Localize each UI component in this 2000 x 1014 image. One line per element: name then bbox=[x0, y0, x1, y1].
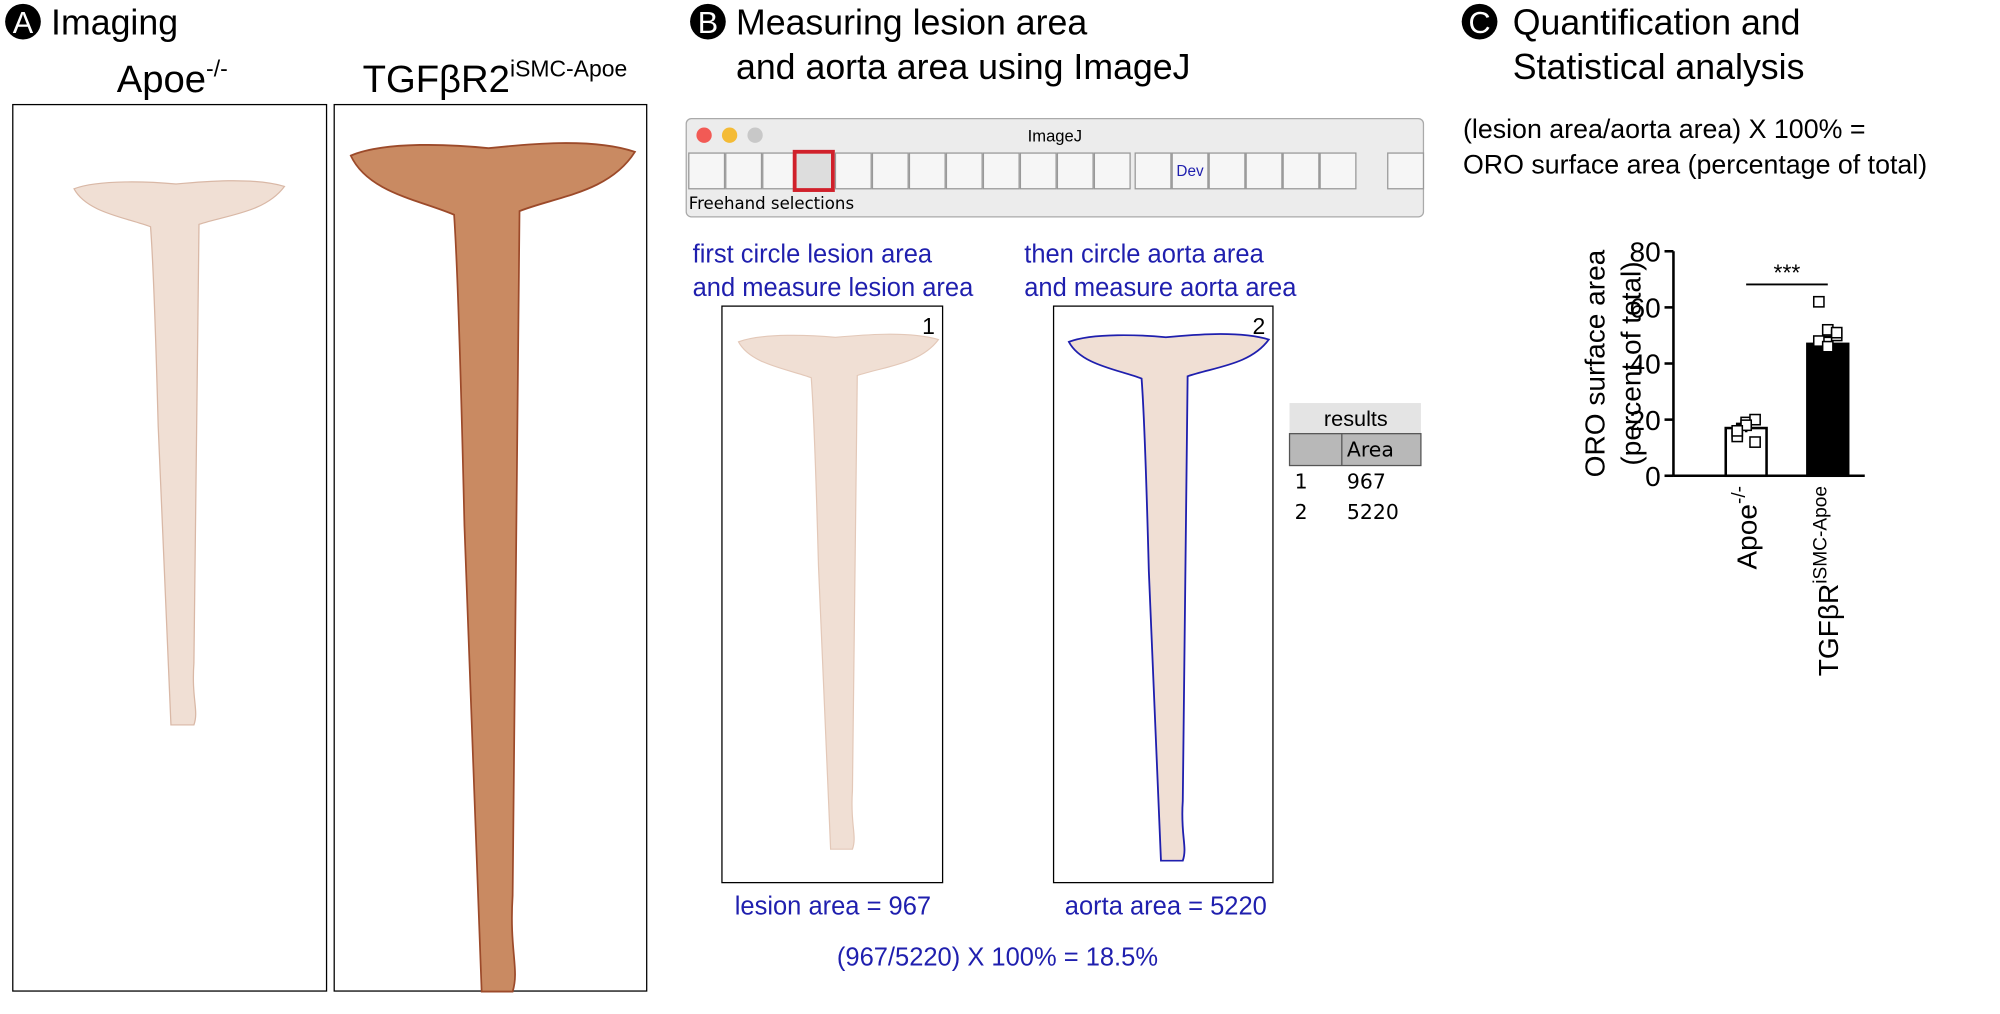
panel-badge bbox=[690, 3, 726, 40]
caption: then circle aorta area bbox=[1024, 241, 1264, 269]
window-close[interactable] bbox=[696, 127, 712, 143]
result-text: aorta area = 5220 bbox=[1065, 893, 1267, 921]
panel-title: Quantification and bbox=[1513, 2, 1801, 42]
tool-button[interactable] bbox=[1387, 152, 1425, 190]
group-sup: iSMC-Apoe bbox=[510, 56, 627, 82]
panel-label: A bbox=[13, 6, 34, 40]
tool-button[interactable] bbox=[688, 152, 726, 190]
group-name: TGFβR2 bbox=[363, 58, 510, 101]
y-tick-label: 20 bbox=[1629, 405, 1660, 436]
x-tick-label: TGFβRiSMC-Apoe bbox=[1811, 486, 1844, 676]
panel-b: B Measuring lesion area and aorta area u… bbox=[685, 2, 1425, 972]
panel-badge bbox=[1461, 3, 1498, 40]
data-point bbox=[1830, 326, 1843, 339]
tool-label: Dev bbox=[1176, 163, 1204, 180]
group-label: TGFβR2iSMC-Apoe bbox=[363, 56, 628, 101]
y-tick-label: 40 bbox=[1629, 349, 1660, 380]
x-tick-label: Apoe-/- bbox=[1729, 486, 1762, 570]
results-cell: 2 bbox=[1295, 500, 1308, 524]
y-tick-label: 80 bbox=[1629, 236, 1660, 267]
bar bbox=[1806, 342, 1850, 478]
results-cell: 1 bbox=[1295, 470, 1308, 494]
panel-label: B bbox=[698, 6, 718, 40]
tool-button-selected[interactable] bbox=[792, 149, 835, 192]
results-cell: 5220 bbox=[1347, 500, 1399, 524]
category-name: TGFβR bbox=[1813, 584, 1844, 676]
group-label: Apoe-/- bbox=[117, 56, 228, 101]
panel-title: Statistical analysis bbox=[1513, 47, 1805, 87]
tool-button[interactable] bbox=[725, 152, 763, 190]
tool-button[interactable] bbox=[982, 152, 1020, 190]
image-number: 1 bbox=[922, 313, 935, 339]
group-name: Apoe bbox=[117, 58, 206, 101]
tool-button[interactable] bbox=[871, 152, 909, 190]
panel-c: C Quantification and Statistical analysi… bbox=[1461, 2, 1927, 676]
tool-button[interactable] bbox=[1056, 152, 1094, 190]
y-axis-label: ORO surface area bbox=[1580, 249, 1611, 477]
results-title-bar bbox=[1289, 403, 1421, 434]
results-title: results bbox=[1324, 406, 1388, 431]
y-tick-label: 60 bbox=[1629, 293, 1660, 324]
formula-text: ORO surface area (percentage of total) bbox=[1463, 149, 1927, 179]
tool-button[interactable] bbox=[1319, 152, 1357, 190]
results-header bbox=[1288, 433, 1422, 467]
results-header-text: Area bbox=[1347, 438, 1394, 462]
data-point bbox=[1812, 295, 1825, 308]
data-point bbox=[1821, 340, 1834, 353]
window-minimize[interactable] bbox=[721, 127, 738, 143]
category-name: Apoe bbox=[1731, 504, 1762, 570]
tool-button[interactable] bbox=[1019, 152, 1057, 190]
panel-badge bbox=[5, 3, 41, 40]
tool-button[interactable] bbox=[908, 152, 946, 190]
category-sup: -/- bbox=[1729, 486, 1750, 504]
caption: and measure lesion area bbox=[693, 274, 974, 302]
formula-text: (lesion area/aorta area) X 100% = bbox=[1463, 114, 1865, 144]
y-axis-label: (percent of total) bbox=[1615, 261, 1646, 465]
window-zoom[interactable] bbox=[747, 127, 763, 143]
caption: first circle lesion area bbox=[693, 241, 933, 269]
tool-button[interactable] bbox=[834, 152, 872, 190]
window-title: ImageJ bbox=[1028, 127, 1082, 146]
y-tick-label: 0 bbox=[1645, 461, 1661, 492]
formula-text: (967/5220) X 100% = 18.5% bbox=[837, 944, 1158, 972]
data-point bbox=[1749, 436, 1761, 448]
panel-title: Measuring lesion area bbox=[736, 2, 1087, 42]
tool-button[interactable] bbox=[945, 152, 983, 190]
tool-button[interactable] bbox=[1245, 152, 1283, 190]
results-cell: 967 bbox=[1347, 470, 1386, 494]
tool-button[interactable] bbox=[1171, 152, 1209, 190]
panel-a: A Imaging Apoe-/- TGFβR2iSMC-Apoe bbox=[5, 2, 648, 993]
tool-button[interactable] bbox=[762, 152, 800, 190]
panel-title: Imaging bbox=[51, 2, 178, 42]
toolbar bbox=[688, 149, 1425, 192]
panel-title: and aorta area using ImageJ bbox=[736, 47, 1191, 87]
category-sup: iSMC-Apoe bbox=[1811, 486, 1832, 584]
caption: and measure aorta area bbox=[1024, 274, 1297, 302]
tool-button[interactable] bbox=[1208, 152, 1246, 190]
status-text: Freehand selections bbox=[689, 194, 854, 213]
image-number: 2 bbox=[1253, 313, 1266, 339]
result-text: lesion area = 967 bbox=[735, 893, 931, 921]
data-point bbox=[1731, 424, 1744, 437]
significance: *** bbox=[1774, 260, 1801, 286]
tool-button[interactable] bbox=[1093, 152, 1131, 190]
group-sup: -/- bbox=[206, 56, 228, 82]
tool-button[interactable] bbox=[1282, 152, 1320, 190]
panel-label: C bbox=[1469, 6, 1491, 40]
tool-button[interactable] bbox=[1134, 152, 1172, 190]
